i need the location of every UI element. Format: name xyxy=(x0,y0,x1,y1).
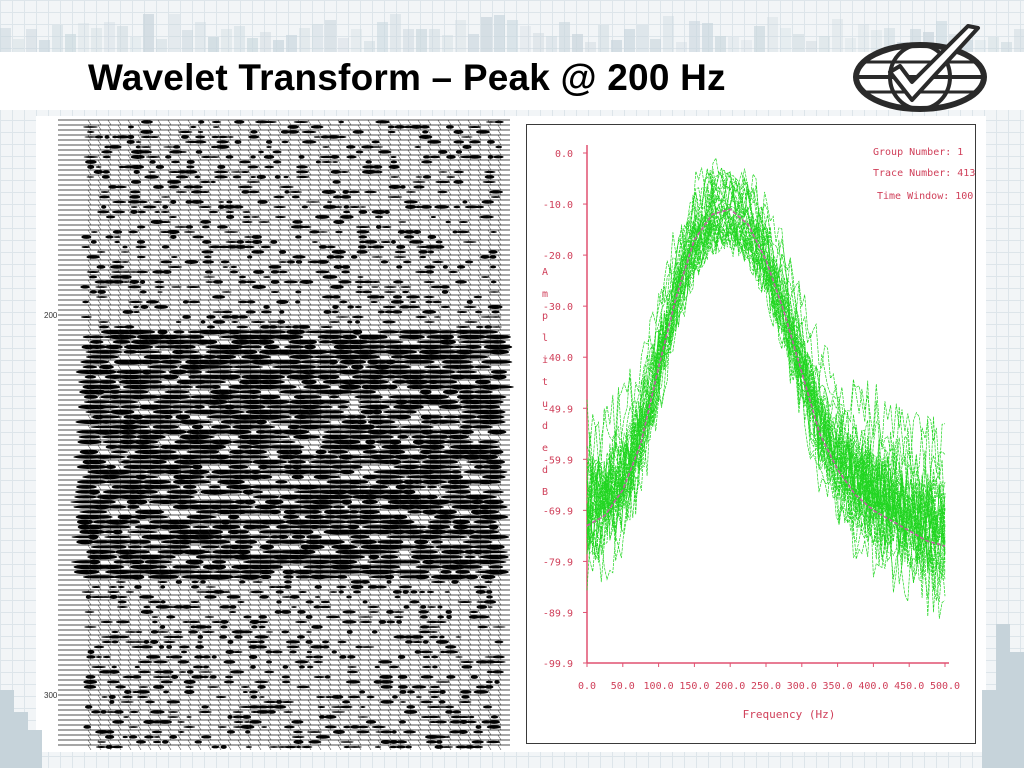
x-tick-label: 100.0 xyxy=(644,681,674,692)
trace-line xyxy=(586,192,946,528)
trace-line xyxy=(586,195,946,545)
y-tick-label: -89.9 xyxy=(543,608,573,619)
y-tick-label: -20.0 xyxy=(543,251,573,262)
x-tick-label: 250.0 xyxy=(751,681,781,692)
annotation-trace-number: Trace Number: 413 - 515 xyxy=(873,168,975,179)
x-tick-label: 0.0 xyxy=(578,681,596,692)
average-spectrum-line xyxy=(586,208,946,547)
y-tick-label: -30.0 xyxy=(543,302,573,313)
decorative-block xyxy=(982,690,996,768)
y-tick-label: -49.9 xyxy=(543,404,573,415)
title-bar xyxy=(0,52,1024,110)
x-tick-label: 200.0 xyxy=(715,681,745,692)
x-tick-label: 50.0 xyxy=(611,681,635,692)
y-tick-label: 0.0 xyxy=(555,149,573,160)
trace-line xyxy=(586,180,946,534)
x-tick-label: 150.0 xyxy=(679,681,709,692)
header-band xyxy=(0,0,1024,52)
y-tick-label: -79.9 xyxy=(543,557,573,568)
trace-line xyxy=(586,205,946,550)
trace-line xyxy=(586,219,946,601)
trace-line xyxy=(586,157,946,476)
x-tick-label: 300.0 xyxy=(787,681,817,692)
trace-line xyxy=(586,228,946,565)
trace-line xyxy=(586,167,946,479)
chart-axes: 0.0 -10.0 -20.0 -30.0 -40.0 -49.9 -59.9 -69.9 -7… xyxy=(543,145,960,692)
x-tick-label: 450.0 xyxy=(894,681,924,692)
x-tick-label: 400.0 xyxy=(858,681,888,692)
annotation-group-number: Group Number: 1 xyxy=(873,147,963,158)
trace-line xyxy=(586,212,946,591)
x-axis-label: Frequency (Hz) xyxy=(743,708,836,721)
y-tick-label: -40.0 xyxy=(543,353,573,364)
slide-title: Wavelet Transform – Peak @ 200 Hz xyxy=(88,57,726,98)
spectrum-chart: Frequency (Hz) 0.0 -10.0 -20.0 -30.0 -40.0 -4… xyxy=(526,124,976,744)
x-tick-label: 350.0 xyxy=(823,681,853,692)
decorative-block xyxy=(28,730,42,768)
trace-line xyxy=(586,203,946,536)
time-label-300: 300 xyxy=(44,691,58,700)
y-tick-label: -69.9 xyxy=(543,506,573,517)
seismic-wiggle-traces: 200 300 xyxy=(44,119,514,750)
globe-checkmark-logo xyxy=(853,24,987,112)
y-tick-label: -10.0 xyxy=(543,200,573,211)
decorative-block xyxy=(0,690,14,768)
decorative-block xyxy=(1010,652,1024,768)
chart-annotations: Group Number: 1 Trace Number: 413 - 515 … xyxy=(873,147,975,202)
decorative-block xyxy=(996,624,1010,768)
trace-line xyxy=(586,172,946,513)
y-tick-label: -99.9 xyxy=(543,659,573,670)
trace-line xyxy=(586,223,946,603)
decorative-block xyxy=(14,712,28,768)
x-tick-label: 500.0 xyxy=(930,681,960,692)
trace-line xyxy=(586,169,946,542)
trace-line xyxy=(586,221,946,619)
time-label-200: 200 xyxy=(44,311,58,320)
trace-line xyxy=(586,209,946,541)
annotation-time-window: Time Window: 100 - 600 xyxy=(877,191,975,202)
y-tick-label: -59.9 xyxy=(543,455,573,466)
trace-spectra xyxy=(586,157,946,619)
